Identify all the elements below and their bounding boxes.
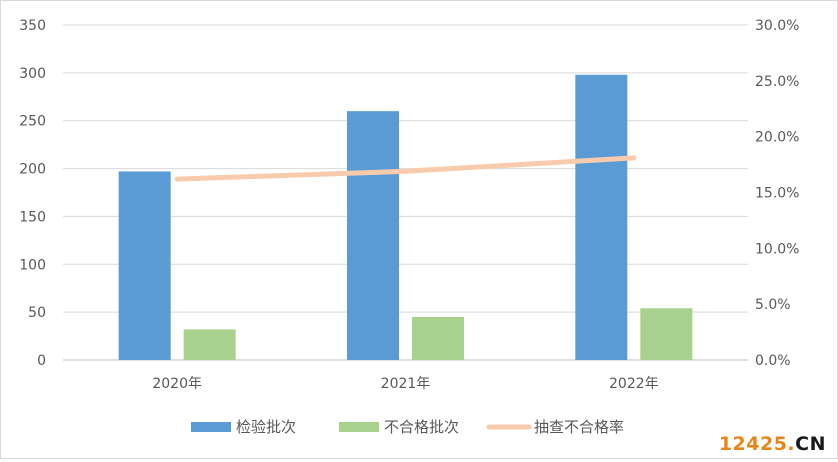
legend-swatch [191, 422, 231, 432]
left-tick-label: 0 [37, 353, 46, 369]
left-tick-label: 150 [19, 209, 46, 225]
left-tick-label: 50 [28, 305, 46, 321]
right-tick-label: 25.0% [755, 74, 799, 90]
bar [575, 75, 627, 360]
x-tick-label: 2022年 [609, 376, 659, 392]
left-tick-label: 300 [19, 66, 46, 82]
left-tick-label: 250 [19, 114, 46, 130]
left-axis-ticks: 0 50 100 150 200 250 300 350 [19, 18, 46, 369]
legend-label: 检验批次 [236, 418, 296, 436]
right-tick-label: 30.0% [755, 18, 799, 34]
x-tick-label: 2021年 [381, 376, 431, 392]
left-tick-label: 100 [19, 257, 46, 273]
left-tick-label: 350 [19, 18, 46, 34]
right-tick-label: 20.0% [755, 130, 799, 146]
bar [347, 111, 399, 360]
left-tick-label: 200 [19, 162, 46, 178]
bar [640, 308, 692, 360]
legend-label: 抽查不合格率 [534, 418, 624, 436]
legend: 检验批次 不合格批次 抽查不合格率 [191, 418, 624, 436]
watermark-logo: 12425.CN [719, 433, 826, 455]
right-tick-label: 0.0% [755, 353, 791, 369]
right-tick-label: 15.0% [755, 186, 799, 202]
bar [184, 329, 236, 360]
watermark-suffix: CN [795, 433, 826, 455]
right-tick-label: 10.0% [755, 241, 799, 257]
x-axis: 2020年 2021年 2022年 [152, 376, 658, 392]
watermark-dot: . [787, 433, 795, 455]
right-tick-label: 5.0% [755, 297, 791, 313]
bars [119, 75, 693, 360]
legend-label: 不合格批次 [384, 418, 459, 436]
bar [412, 317, 464, 360]
x-tick-label: 2020年 [152, 376, 202, 392]
right-axis-ticks: 0.0% 5.0% 10.0% 15.0% 20.0% 25.0% 30.0% [755, 18, 799, 369]
bar [119, 171, 171, 360]
legend-swatch [339, 422, 379, 432]
watermark-digits: 12425 [719, 433, 788, 455]
